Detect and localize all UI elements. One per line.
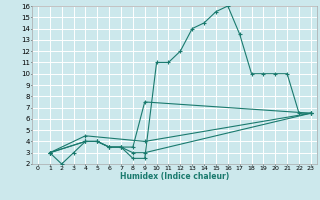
X-axis label: Humidex (Indice chaleur): Humidex (Indice chaleur): [120, 172, 229, 181]
